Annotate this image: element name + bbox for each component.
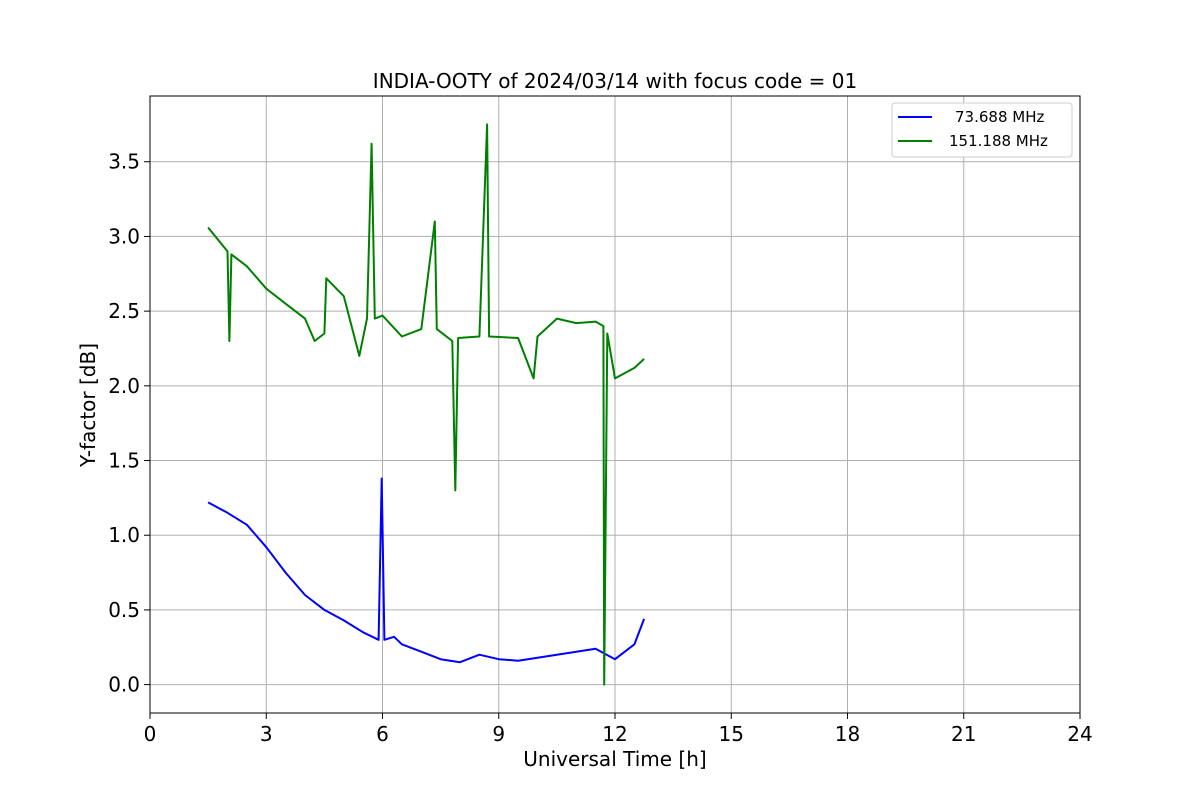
y-tick-label: 0.5 [108,598,140,622]
y-tick-label: 3.0 [108,224,140,248]
legend: 73.688 MHz 151.188 MHz [891,102,1073,158]
legend-label-151188: 151.188 MHz [949,132,1048,150]
x-tick-label: 21 [951,722,976,746]
x-axis-label: Universal Time [h] [523,747,706,771]
x-tick-label: 24 [1067,722,1092,746]
y-axis-label: Y-factor [dB] [76,343,100,468]
x-tick-label: 6 [376,722,389,746]
x-axis: 0 3 6 9 12 15 18 21 24 [144,713,1093,746]
y-tick-label: 3.5 [108,150,140,174]
y-tick-label: 1.0 [108,523,140,547]
y-axis: 0.0 0.5 1.0 1.5 2.0 2.5 3.0 3.5 [108,150,150,697]
series-line-0 [207,477,646,664]
legend-box [891,102,1073,158]
x-tick-label: 15 [719,722,744,746]
series-line-1 [207,123,645,686]
x-tick-label: 0 [144,722,157,746]
y-tick-label: 1.5 [108,449,140,473]
x-tick-label: 12 [602,722,627,746]
x-tick-label: 18 [835,722,860,746]
y-tick-label: 0.0 [108,673,140,697]
legend-label-73688: 73.688 MHz [955,108,1044,126]
x-tick-label: 9 [492,722,505,746]
x-tick-label: 3 [260,722,273,746]
plot-area [207,123,646,686]
y-tick-label: 2.5 [108,299,140,323]
y-tick-label: 2.0 [108,374,140,398]
chart-title: INDIA-OOTY of 2024/03/14 with focus code… [373,69,857,93]
